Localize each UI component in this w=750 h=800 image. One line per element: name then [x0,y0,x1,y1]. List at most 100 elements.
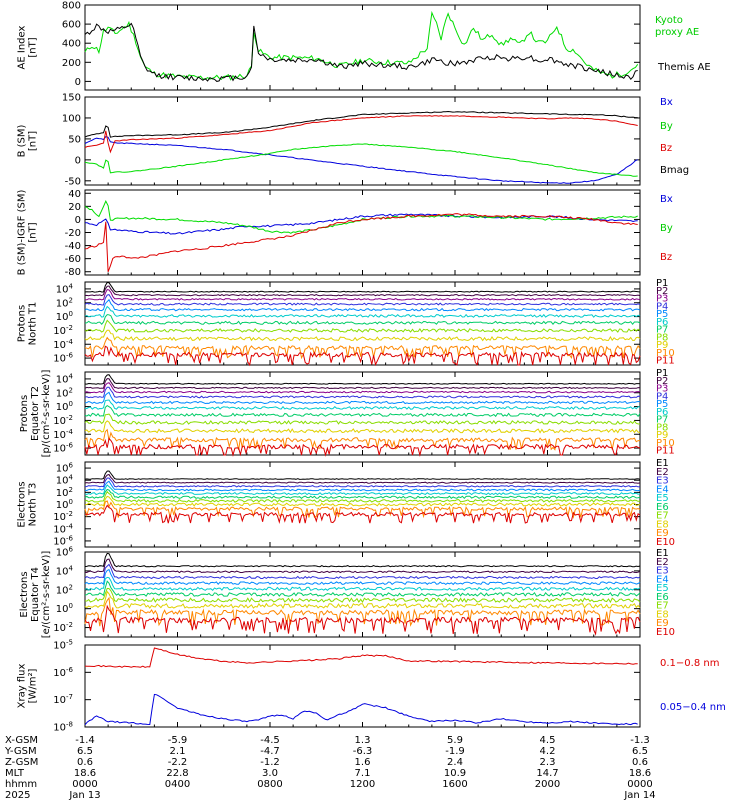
ephemeris-value: 1600 [442,779,467,790]
legend-p5: P5 [656,309,668,320]
y-tick-label: 102 [56,296,73,309]
series-line-p3 [84,289,641,301]
ephemeris-value: -5.9 [168,735,188,746]
ephemeris-value: -1.9 [445,746,465,757]
legend-e6: E6 [656,502,669,513]
legend-e5: E5 [656,583,669,594]
series-line-bz [84,115,638,154]
y-tick-label: 10-2 [53,621,73,634]
legend-by: By [660,223,673,234]
series-line-p9 [84,329,641,342]
series-line-e9 [84,596,641,627]
ephemeris-label: hhmm [5,779,37,790]
legend-bz: Bz [660,143,672,154]
y-axis-label: [nT] [28,222,39,242]
series-line-e2 [84,473,641,484]
y-tick-label: 104 [56,474,74,487]
series-line-e7 [84,587,641,604]
y-tick-label: 100 [56,602,73,615]
ephemeris-value: 6.5 [77,746,93,757]
ephemeris-value: -2.2 [168,757,188,768]
series-line-bz [84,213,638,272]
legend-p6: P6 [656,407,668,418]
legend-p11: P11 [656,356,675,367]
y-axis-label: [e/(cm²-s-sr-keV)] [41,551,52,639]
y-tick-label: 100 [56,400,73,413]
ephemeris-value: 5.9 [447,735,463,746]
ephemeris-value: Jan 14 [623,790,655,800]
legend-p3: P3 [656,384,668,395]
legend-bx: Bx [660,97,673,108]
series-line-p5 [84,298,641,312]
legend-p7: P7 [656,415,668,426]
series-line-e9 [84,500,641,519]
legend-xray-long: 0.1−0.8 nm [660,658,719,669]
y-tick-label: 10-2 [53,414,73,427]
series-line-e1 [84,470,641,480]
series-line-p8 [84,319,641,333]
legend-proxy-ae: proxy AE [655,27,699,38]
y-tick-label: 10-4 [53,522,73,535]
legend-p6: P6 [656,317,668,328]
series-line-p9 [84,420,641,434]
y-axis-label: [nT] [28,131,39,151]
legend-bx: Bx [660,194,673,205]
y-tick-label: 10-2 [53,324,73,337]
y-tick-label: -80 [65,267,81,278]
legend-p11: P11 [656,446,675,457]
legend-e3: E3 [656,476,669,487]
series-line-e6 [84,488,641,500]
series-line-p10 [84,336,641,360]
legend-p2: P2 [656,286,668,297]
ephemeris-value: 2.1 [170,746,186,757]
y-axis-label: Equator T4 [30,567,41,622]
series-line-p2 [84,378,641,390]
legend-e3: E3 [656,566,669,577]
series-line-e3 [84,563,641,580]
legend-e5: E5 [656,493,669,504]
y-tick-label: 10-2 [53,510,73,523]
legend-e8: E8 [656,519,669,530]
series-line-e10 [84,504,641,525]
series-line-e3 [84,477,641,488]
y-axis-label: Electrons [19,571,30,617]
ephemeris-value: -6.3 [353,746,373,757]
y-tick-label: 106 [56,462,74,475]
series-line-e4 [84,568,641,586]
series-line-p7 [84,404,641,418]
y-tick-label: 100 [56,310,73,323]
y-axis-label: B (SM)-IGRF (SM) [17,190,28,276]
legend-p1: P1 [656,278,668,289]
ephemeris-value: 0.6 [632,757,648,768]
ephemeris-value: 18.6 [629,768,651,779]
y-tick-label: 50 [68,134,81,145]
y-tick-label: 102 [56,486,73,499]
ephemeris-value: 0400 [165,779,190,790]
series-line-e8 [84,495,641,507]
y-axis-label: Xray flux [17,664,28,709]
series-line-p8 [84,413,641,425]
y-tick-label: 104 [56,282,74,295]
y-tick-label: 102 [56,583,73,596]
y-axis-label: AE Index [17,25,28,69]
series-line-p1 [84,281,641,293]
series-line-p5 [84,391,641,405]
y-tick-label: 10-4 [53,338,73,351]
ephemeris-value: 2.4 [447,757,463,768]
ephemeris-value: 1.6 [355,757,371,768]
legend-p9: P9 [656,430,668,441]
y-axis-label: [W/m²] [28,668,39,703]
y-tick-label: 102 [56,386,73,399]
ephemeris-value: 22.8 [166,768,188,779]
series-line-e5 [84,484,641,496]
legend-e9: E9 [656,618,669,629]
y-tick-label: 10-5 [53,639,73,652]
legend-p8: P8 [656,422,668,433]
legend-e9: E9 [656,528,669,539]
ephemeris-value: 18.6 [74,768,96,779]
series-line-p3 [84,382,641,394]
series-line-bmag [84,110,638,138]
y-axis-label: Protons [17,305,28,342]
series-line-by [84,143,638,177]
legend-e1: E1 [656,458,669,469]
